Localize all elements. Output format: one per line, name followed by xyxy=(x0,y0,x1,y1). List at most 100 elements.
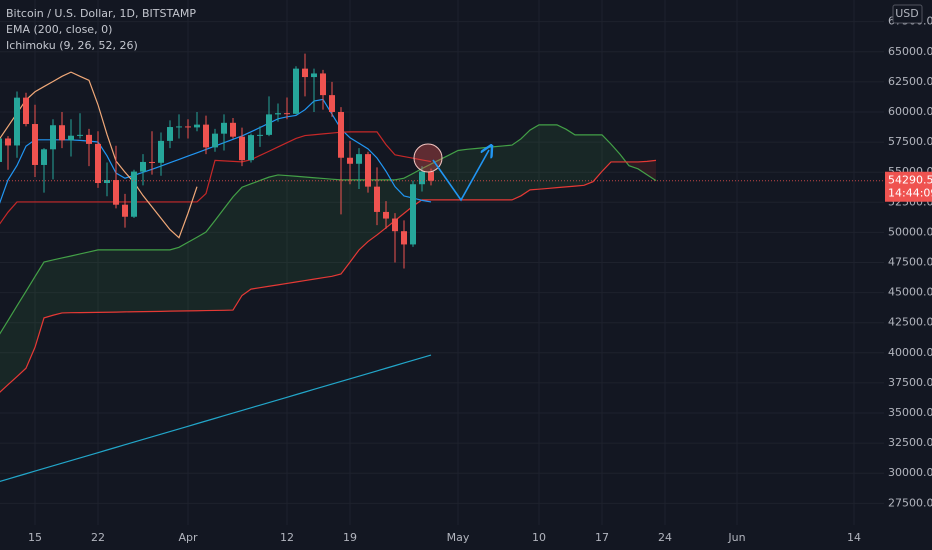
currency-label[interactable]: USD xyxy=(895,7,919,20)
cloud-fill xyxy=(548,124,557,189)
cloud-fill xyxy=(35,262,44,348)
candle-body xyxy=(0,138,2,162)
cloud-fill xyxy=(44,259,53,318)
candle-body xyxy=(401,231,407,245)
candle-body xyxy=(275,113,281,115)
cloud-fill xyxy=(206,220,215,311)
x-tick-label: Jun xyxy=(727,531,745,544)
candle-body xyxy=(122,204,128,217)
y-tick-label: 40000.00 xyxy=(888,346,932,359)
y-tick-label: 42500.00 xyxy=(888,316,932,329)
cloud-fill xyxy=(251,180,260,290)
candle-body xyxy=(419,171,425,185)
cloud-fill xyxy=(566,129,575,187)
cloud-fill xyxy=(8,305,17,385)
cloud-fill xyxy=(179,242,188,312)
cloud-fill xyxy=(539,124,548,190)
x-tick-label: 24 xyxy=(658,531,672,544)
cloud-fill xyxy=(143,249,152,312)
y-tick-label: 32500.00 xyxy=(888,436,932,449)
cloud-fill xyxy=(503,145,512,200)
cloud-fill xyxy=(98,249,107,313)
cloud-fill xyxy=(305,177,314,281)
x-tick-label: 19 xyxy=(343,531,357,544)
candle-body xyxy=(104,180,110,184)
x-tick-label: 22 xyxy=(91,531,105,544)
indicator-line xyxy=(0,354,432,482)
drawings xyxy=(413,143,489,202)
cloud-fill xyxy=(80,251,89,313)
candle-body xyxy=(23,97,29,125)
candle-body xyxy=(5,138,11,146)
candle-body xyxy=(95,143,101,184)
cloud-fill xyxy=(530,124,539,190)
indicator-line xyxy=(0,71,198,239)
currency-box[interactable] xyxy=(892,4,923,24)
cloud-fill xyxy=(224,196,233,311)
cloud-fill xyxy=(233,187,242,311)
cloud-fill xyxy=(287,175,296,284)
cloud-fill xyxy=(341,179,350,274)
candle-body xyxy=(59,125,65,141)
y-tick-label: 30000.00 xyxy=(888,466,932,479)
x-tick-label: 10 xyxy=(532,531,546,544)
candle-body xyxy=(248,135,254,161)
candle-body xyxy=(176,126,182,128)
cloud-fill xyxy=(521,130,530,196)
cloud-fill xyxy=(638,161,647,175)
y-tick-label: 27500.00 xyxy=(888,496,932,509)
cloud-fill xyxy=(17,291,26,377)
x-tick-label: 17 xyxy=(595,531,609,544)
candle-body xyxy=(86,134,92,144)
candle-body xyxy=(257,134,263,136)
candle-body xyxy=(392,218,398,232)
circle-drawing xyxy=(413,143,443,173)
y-tick-label: 35000.00 xyxy=(888,406,932,419)
y-tick-label: 45000.00 xyxy=(888,286,932,299)
cloud-fill xyxy=(269,174,278,287)
candle-body xyxy=(338,111,344,158)
cloud-fill xyxy=(431,159,440,200)
candle-body xyxy=(41,149,47,165)
indicator-label: Ichimoku (9, 26, 52, 26) xyxy=(6,39,138,52)
candle-body xyxy=(221,122,227,134)
cloud-fill xyxy=(611,144,620,162)
indicator-line xyxy=(0,131,432,225)
candle-body xyxy=(230,122,236,137)
cloud-fill xyxy=(458,149,467,200)
cloud-fill xyxy=(350,179,359,263)
cloud-fill xyxy=(629,161,638,169)
cloud-fill xyxy=(314,177,323,280)
candle-body xyxy=(158,140,164,163)
y-tick-label: 57500.00 xyxy=(888,135,932,148)
candle-body xyxy=(212,133,218,148)
cloud-fill xyxy=(116,249,125,313)
cloud-fill xyxy=(332,179,341,277)
last-price-label: 54290.53 xyxy=(888,174,932,187)
cloud-fill xyxy=(62,255,71,313)
cloud-fill xyxy=(602,134,611,172)
candle-body xyxy=(113,180,119,205)
candle-body xyxy=(356,154,362,164)
cloud-fill xyxy=(0,320,8,393)
x-tick-label: 12 xyxy=(280,531,294,544)
last-price-box xyxy=(885,171,932,202)
indicator-label: EMA (200, close, 0) xyxy=(6,23,112,36)
candle-body xyxy=(284,113,290,115)
x-tick-label: 14 xyxy=(847,531,861,544)
cloud-span-line xyxy=(0,159,657,393)
cloud-fill xyxy=(494,145,503,200)
candle-body xyxy=(311,73,317,78)
cloud-fill xyxy=(170,247,179,312)
candle-body xyxy=(68,135,74,141)
candle-body xyxy=(428,171,434,181)
candle-body xyxy=(410,184,416,245)
cloud-fill xyxy=(593,134,602,182)
arrow-drawing xyxy=(432,150,489,202)
candle-body xyxy=(149,161,155,163)
cloud-fill xyxy=(161,249,170,312)
plot-area xyxy=(0,53,884,482)
cloud-fill xyxy=(485,146,494,200)
cloud-fill xyxy=(467,148,476,200)
candle-body xyxy=(194,124,200,128)
